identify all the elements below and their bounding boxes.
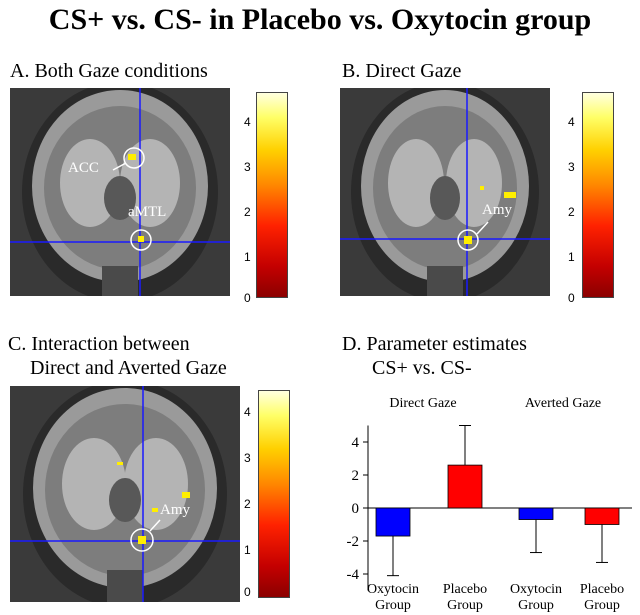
- figure-title: CS+ vs. CS- in Placebo vs. Oxytocin grou…: [48, 3, 592, 36]
- activation-spot: [117, 462, 123, 465]
- colorbar-tick: 2: [568, 205, 575, 219]
- panel-a-label: A. Both Gaze conditions: [10, 60, 208, 82]
- y-tick-label: -4: [347, 567, 360, 583]
- panel-d-label-line2: CS+ vs. CS-: [372, 357, 472, 379]
- brain-slice: [23, 386, 227, 602]
- roi-circle-amtl: [130, 229, 152, 251]
- panel-a-brain-image: [10, 88, 230, 296]
- colorbar-tick: 1: [568, 250, 575, 264]
- y-tick-label: 4: [352, 435, 360, 451]
- colorbar-tick: 0: [244, 291, 251, 305]
- y-tick-label: -2: [347, 534, 360, 550]
- colorbar-a: [256, 92, 288, 298]
- activation-spot: [504, 192, 516, 198]
- panel-c-brain-image: [10, 386, 240, 602]
- colorbar-a-ticks: 4 3 2 1 0: [244, 92, 258, 304]
- pointer-line-amy: [149, 519, 161, 532]
- activation-amy: [464, 236, 472, 244]
- colorbar-tick: 3: [568, 160, 575, 174]
- category-label-line1: Oxytocin: [367, 582, 419, 597]
- activation-acc: [128, 154, 136, 160]
- activation-amtl: [138, 236, 144, 242]
- colorbar-tick: 1: [244, 543, 251, 557]
- category-label-line1: Placebo: [443, 582, 487, 597]
- colorbar-c: [258, 390, 290, 598]
- category-label-line2: Group: [447, 598, 483, 613]
- colorbar-tick: 4: [244, 405, 251, 419]
- panel-d-label-line1: D. Parameter estimates: [342, 333, 527, 355]
- region-label-amy: Amy: [160, 502, 190, 518]
- colorbar-tick: 3: [244, 451, 251, 465]
- category-labels: OxytocinGroupPlaceboGroupOxytocinGroupPl…: [367, 582, 624, 613]
- colorbar-tick: 3: [244, 160, 251, 174]
- y-tick-label: 2: [352, 468, 360, 484]
- panel-c-label-line1: C. Interaction between: [8, 333, 190, 355]
- colorbar-b: [582, 92, 614, 298]
- group-label-direct-gaze: Direct Gaze: [389, 396, 456, 411]
- brain-slice: [351, 88, 539, 296]
- colorbar-tick: 2: [244, 205, 251, 219]
- panel-c-label-line2: Direct and Averted Gaze: [30, 357, 227, 379]
- colorbar-tick: 4: [244, 115, 251, 129]
- category-label-line1: Placebo: [580, 582, 624, 597]
- activation-amy: [138, 536, 146, 544]
- pointer-line-amy: [476, 221, 489, 235]
- y-tick-label: 0: [352, 501, 360, 517]
- colorbar-c-ticks: 4 3 2 1 0: [244, 390, 258, 598]
- colorbar-tick: 2: [244, 497, 251, 511]
- category-label-line1: Oxytocin: [510, 582, 562, 597]
- bar: [375, 507, 411, 537]
- panel-b-brain-image: [340, 88, 550, 296]
- roi-circle-acc: [123, 147, 145, 169]
- roi-circle-amy: [457, 229, 479, 251]
- colorbar-tick: 0: [244, 585, 251, 599]
- region-label-amtl: aMTL: [128, 204, 167, 220]
- group-label-averted-gaze: Averted Gaze: [525, 396, 601, 411]
- activation-spot: [480, 186, 484, 190]
- parameter-estimates-chart: Direct Gaze Averted Gaze 4 2 0 -2 -4 Oxytoci…: [347, 396, 632, 613]
- bar: [584, 507, 620, 525]
- colorbar-tick: 1: [244, 250, 251, 264]
- category-label-line2: Group: [518, 598, 554, 613]
- panel-b-label: B. Direct Gaze: [342, 60, 462, 82]
- bar: [447, 464, 483, 509]
- roi-circle-amy: [130, 528, 154, 552]
- bars: [375, 425, 620, 577]
- pointer-line-acc: [112, 162, 127, 171]
- activation-spot: [152, 508, 158, 512]
- region-label-acc: ACC: [68, 160, 99, 176]
- colorbar-tick: 0: [568, 291, 575, 305]
- brain-slice: [22, 88, 218, 296]
- bar: [518, 507, 554, 520]
- region-label-amy: Amy: [482, 202, 512, 218]
- category-label-line2: Group: [584, 598, 620, 613]
- colorbar-tick: 4: [568, 115, 575, 129]
- colorbar-b-ticks: 4 3 2 1 0: [568, 92, 582, 304]
- activation-spot: [182, 492, 190, 498]
- category-label-line2: Group: [375, 598, 411, 613]
